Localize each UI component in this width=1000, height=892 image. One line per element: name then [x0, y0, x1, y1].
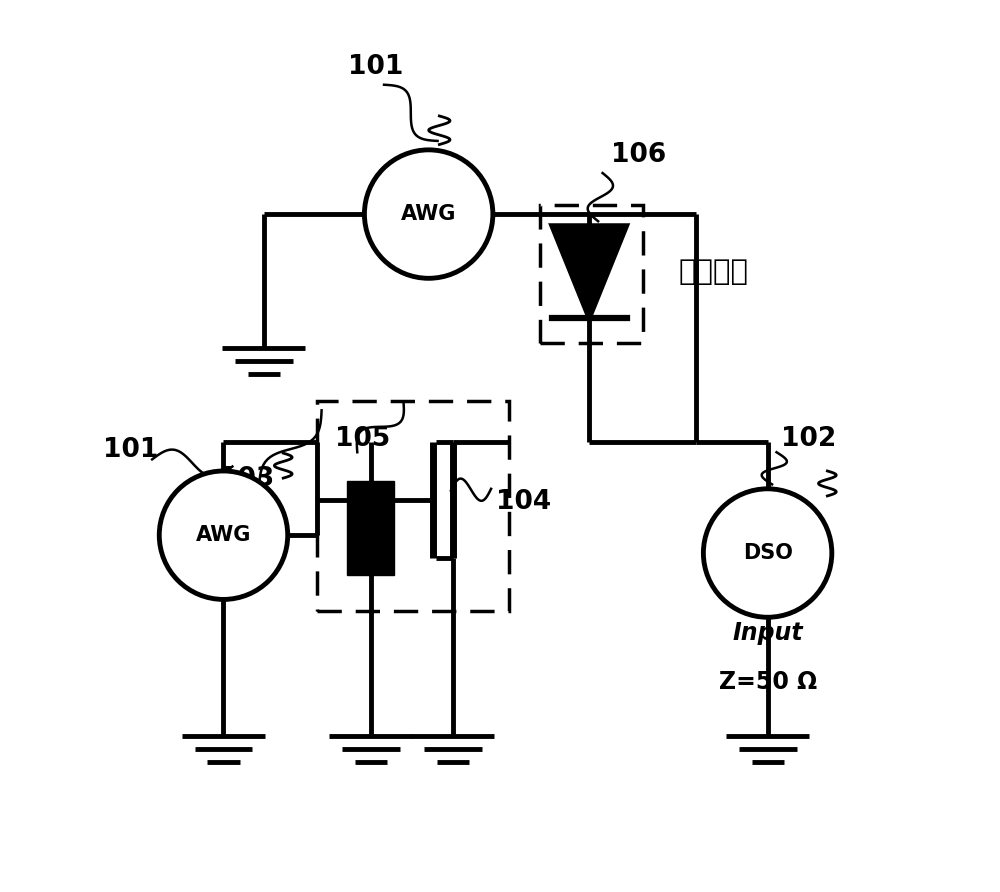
- Circle shape: [364, 150, 493, 278]
- Circle shape: [703, 489, 832, 617]
- Text: Input: Input: [732, 622, 803, 645]
- Text: 103: 103: [219, 466, 274, 492]
- Text: 101: 101: [103, 437, 158, 464]
- Text: 106: 106: [612, 142, 667, 169]
- Text: 104: 104: [496, 489, 551, 516]
- Text: 101: 101: [348, 54, 404, 80]
- Circle shape: [159, 471, 288, 599]
- Text: 102: 102: [781, 425, 836, 452]
- Text: DSO: DSO: [743, 543, 793, 563]
- Text: 偏置电路: 偏置电路: [678, 258, 748, 286]
- Bar: [347, 482, 394, 575]
- Polygon shape: [552, 226, 627, 318]
- Text: AWG: AWG: [401, 204, 456, 224]
- Text: 105: 105: [335, 425, 390, 452]
- Text: Z=50 Ω: Z=50 Ω: [719, 671, 817, 694]
- Text: AWG: AWG: [196, 525, 251, 545]
